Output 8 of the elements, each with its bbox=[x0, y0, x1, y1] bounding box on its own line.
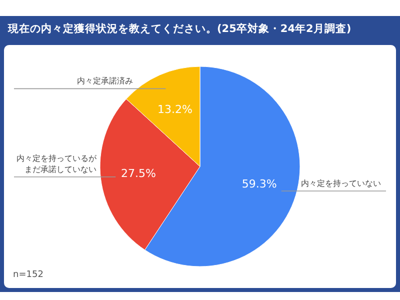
data-label: 13.2% bbox=[158, 102, 192, 116]
data-label: 59.3% bbox=[242, 177, 277, 190]
text: n=152 bbox=[13, 270, 44, 280]
slice-label: 内々定承諾済み bbox=[77, 76, 134, 86]
slice-label: 内々定を持っていない bbox=[300, 178, 381, 188]
chart-title: 現在の内々定獲得状況を教えてください。(25卒対象・24年2月調査) bbox=[8, 22, 352, 36]
data-label: 27.5% bbox=[120, 167, 156, 180]
slice-label: 内々定を持っているがまだ承諾していない bbox=[16, 154, 98, 174]
